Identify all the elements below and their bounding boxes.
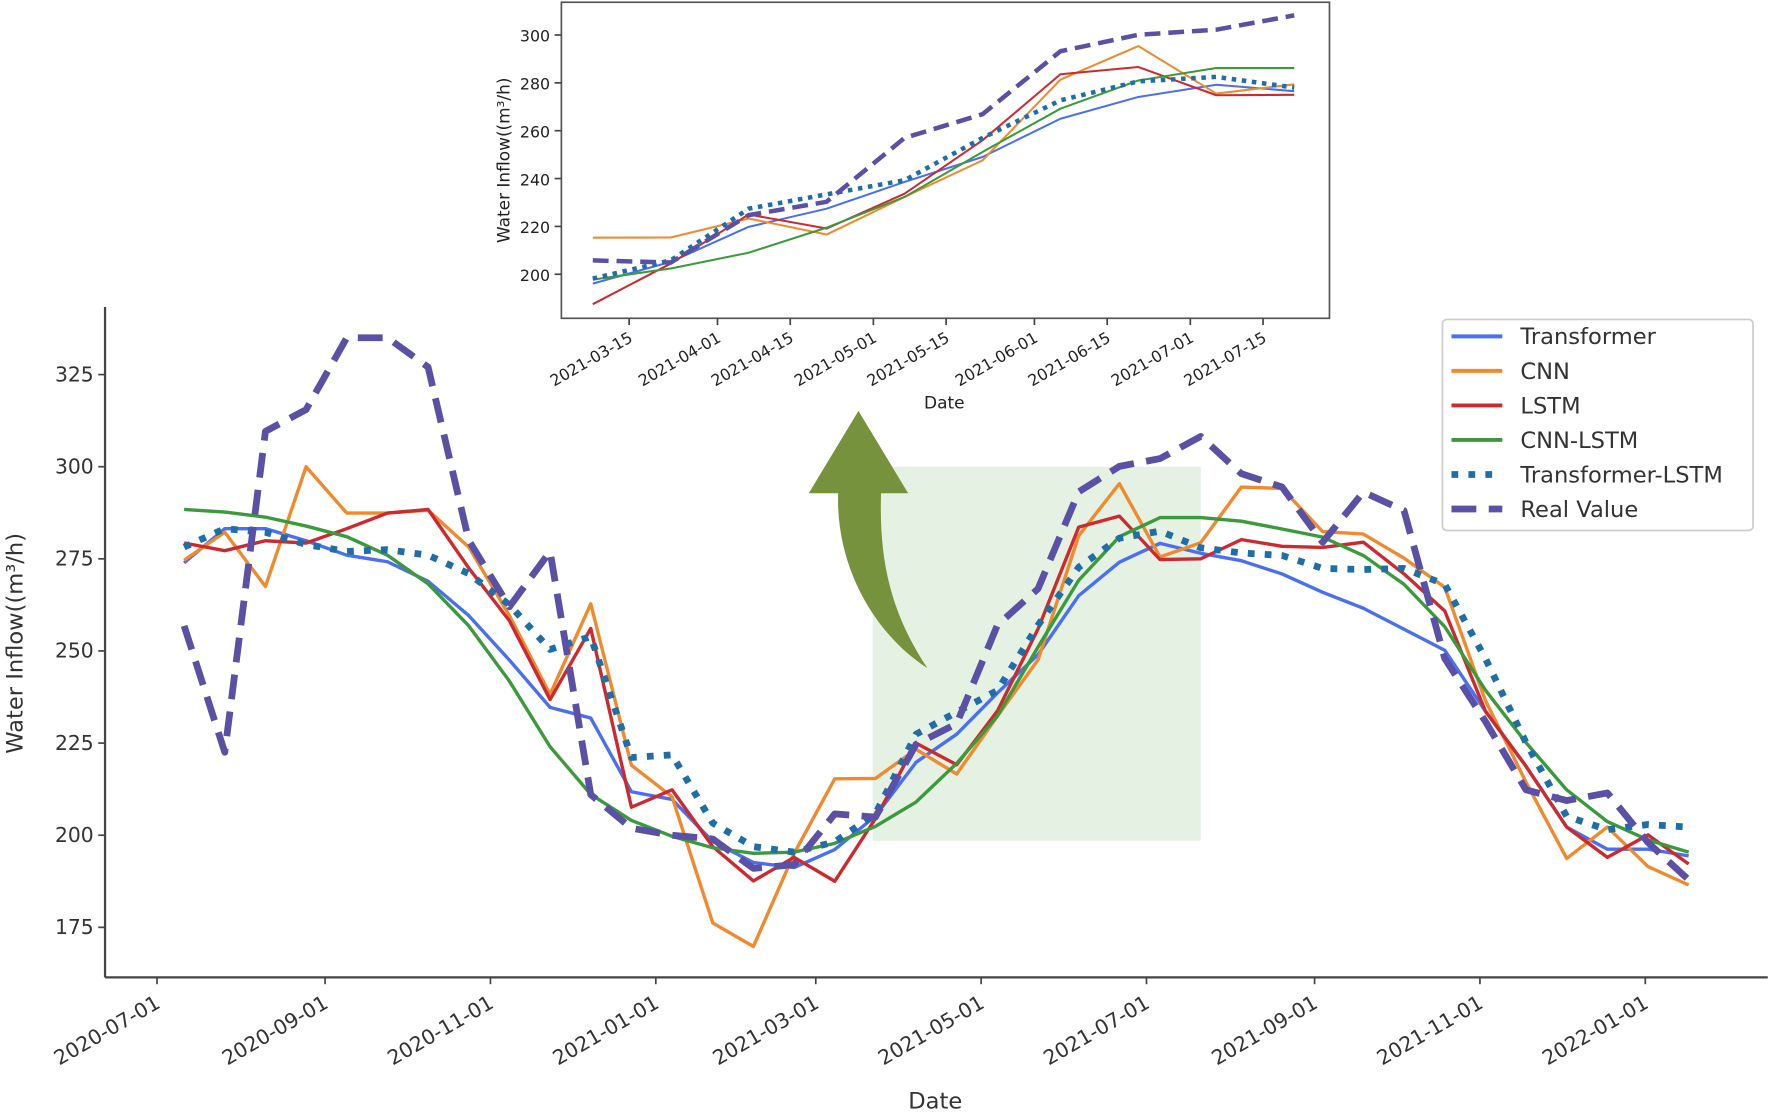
y-tick-label: 275 — [55, 547, 94, 571]
inset-x-tick-label: 2021-07-15 — [1181, 328, 1270, 390]
inset-y-tick-label: 240 — [520, 170, 550, 189]
legend: Transformer CNN LSTM CNN-LSTM Transformer-LS… — [1441, 318, 1754, 532]
zoom-arrow — [808, 410, 928, 669]
series-cnn-lstm — [184, 507, 1690, 855]
inset-y-tick-label: 300 — [520, 27, 550, 46]
inset-x-axis-label: Date — [924, 393, 964, 413]
legend-label-lstm: LSTM — [1520, 393, 1580, 419]
inset-series-group — [592, 13, 1295, 306]
main-series-group — [180, 334, 1691, 949]
inset-y-tick-label: 220 — [520, 218, 550, 237]
x-tick-label: 2021-07-01 — [1039, 990, 1153, 1070]
x-tick-label: 2021-03-01 — [709, 990, 823, 1070]
series-transformer-lstm — [182, 525, 1689, 856]
inset-y-tick-label: 200 — [520, 266, 550, 285]
arrow-icon — [808, 410, 928, 669]
y-tick-label: 325 — [55, 362, 94, 386]
inset-x-tick-label: 2021-05-15 — [864, 328, 953, 390]
x-tick-label: 2020-07-01 — [50, 990, 164, 1070]
inset-x-tick-label: 2021-04-15 — [708, 328, 797, 390]
legend-label-cnn: CNN — [1520, 359, 1570, 385]
inset-series-real-value — [592, 13, 1295, 265]
x-tick-label: 2021-05-01 — [874, 990, 988, 1070]
x-tick-label: 2021-11-01 — [1373, 990, 1487, 1070]
x-tick-label: 2021-01-01 — [549, 990, 663, 1070]
inset-y-axis-label: Water Inflow((m³/h) — [493, 78, 513, 243]
y-tick-label: 175 — [55, 915, 94, 939]
legend-label-transformer-lstm: Transformer-LSTM — [1519, 462, 1722, 488]
legend-box — [1441, 318, 1754, 532]
x-tick-label: 2022-01-01 — [1538, 990, 1652, 1070]
inset-series-cnn — [592, 45, 1295, 239]
legend-label-cnn-lstm: CNN-LSTM — [1520, 428, 1638, 454]
x-tick-label: 2021-09-01 — [1207, 990, 1321, 1070]
y-tick-label: 250 — [55, 639, 94, 663]
y-tick-label: 225 — [55, 731, 94, 755]
inset-y-tick-label: 260 — [520, 122, 550, 141]
inset-x-tick-label: 2021-03-15 — [547, 328, 636, 390]
main-chart: 175 200 225 250 275 300 325 2020-07-01 2020-09-0… — [3, 306, 1768, 1114]
y-tick-label: 200 — [55, 823, 94, 847]
x-tick-label: 2020-11-01 — [383, 990, 497, 1070]
series-lstm — [183, 507, 1690, 883]
legend-label-real-value: Real Value — [1520, 497, 1638, 523]
inset-series-transformer-lstm — [592, 74, 1295, 281]
y-axis-label: Water Inflow((m³/h) — [3, 533, 29, 754]
y-tick-label: 300 — [55, 454, 94, 478]
x-tick-label: 2020-09-01 — [218, 990, 332, 1070]
series-real-value — [180, 334, 1691, 883]
inset-x-tick-label: 2021-06-15 — [1025, 328, 1114, 390]
x-axis-label: Date — [908, 1088, 962, 1114]
inset-series-cnn-lstm — [592, 67, 1295, 281]
series-transformer — [183, 526, 1689, 870]
inset-series-transformer — [592, 83, 1295, 285]
inset-y-tick-label: 280 — [520, 75, 550, 94]
legend-label-transformer: Transformer — [1519, 324, 1656, 350]
